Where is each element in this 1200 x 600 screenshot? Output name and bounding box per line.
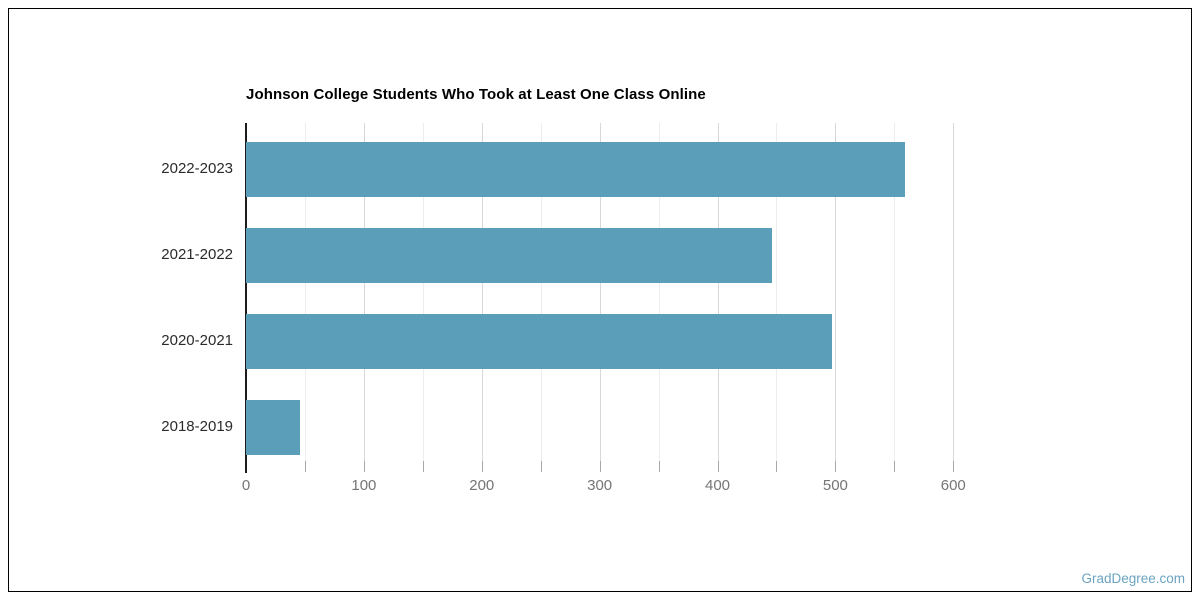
x-axis-tick	[304, 461, 306, 472]
x-axis-tick	[599, 461, 601, 472]
bar-2020-2021	[246, 313, 832, 369]
bar-2021-2022	[246, 227, 772, 283]
gridline-minor	[422, 123, 424, 470]
x-axis-tick	[658, 461, 660, 472]
x-axis-tick	[776, 461, 778, 472]
gridline-minor	[658, 123, 660, 470]
x-axis-tick	[953, 461, 955, 472]
bar-2022-2023	[246, 141, 905, 197]
x-axis-tick-label: 300	[587, 477, 613, 494]
category-label: 2020-2021	[161, 332, 233, 349]
gridline-major	[717, 123, 719, 470]
gridline-major	[481, 123, 483, 470]
gridline-major	[953, 123, 955, 470]
watermark-link[interactable]: GradDegree.com	[1081, 571, 1185, 586]
x-axis-tick-label: 0	[241, 477, 251, 494]
x-axis-tick-label: 200	[469, 477, 495, 494]
x-axis-tick-label: 500	[822, 477, 848, 494]
x-axis-tick	[422, 461, 424, 472]
x-axis-tick	[540, 461, 542, 472]
gridline-minor	[776, 123, 778, 470]
chart-title: Johnson College Students Who Took at Lea…	[246, 86, 706, 103]
gridline-minor	[540, 123, 542, 470]
gridline-minor	[304, 123, 306, 470]
gridline-major	[363, 123, 365, 470]
gridline-major	[599, 123, 601, 470]
x-axis-tick-label: 100	[351, 477, 377, 494]
y-axis-line	[245, 123, 247, 473]
category-label: 2022-2023	[161, 160, 233, 177]
x-axis-tick	[481, 461, 483, 472]
bar-2018-2019	[246, 399, 301, 455]
x-axis-tick	[894, 461, 896, 472]
x-axis-tick-label: 600	[940, 477, 966, 494]
x-axis-tick	[717, 461, 719, 472]
x-axis-tick	[363, 461, 365, 472]
category-label: 2021-2022	[161, 246, 233, 263]
category-label: 2018-2019	[161, 418, 233, 435]
gridline-minor	[894, 123, 896, 470]
x-axis-tick	[835, 461, 837, 472]
gridline-major	[835, 123, 837, 470]
x-axis-tick-label: 400	[705, 477, 731, 494]
